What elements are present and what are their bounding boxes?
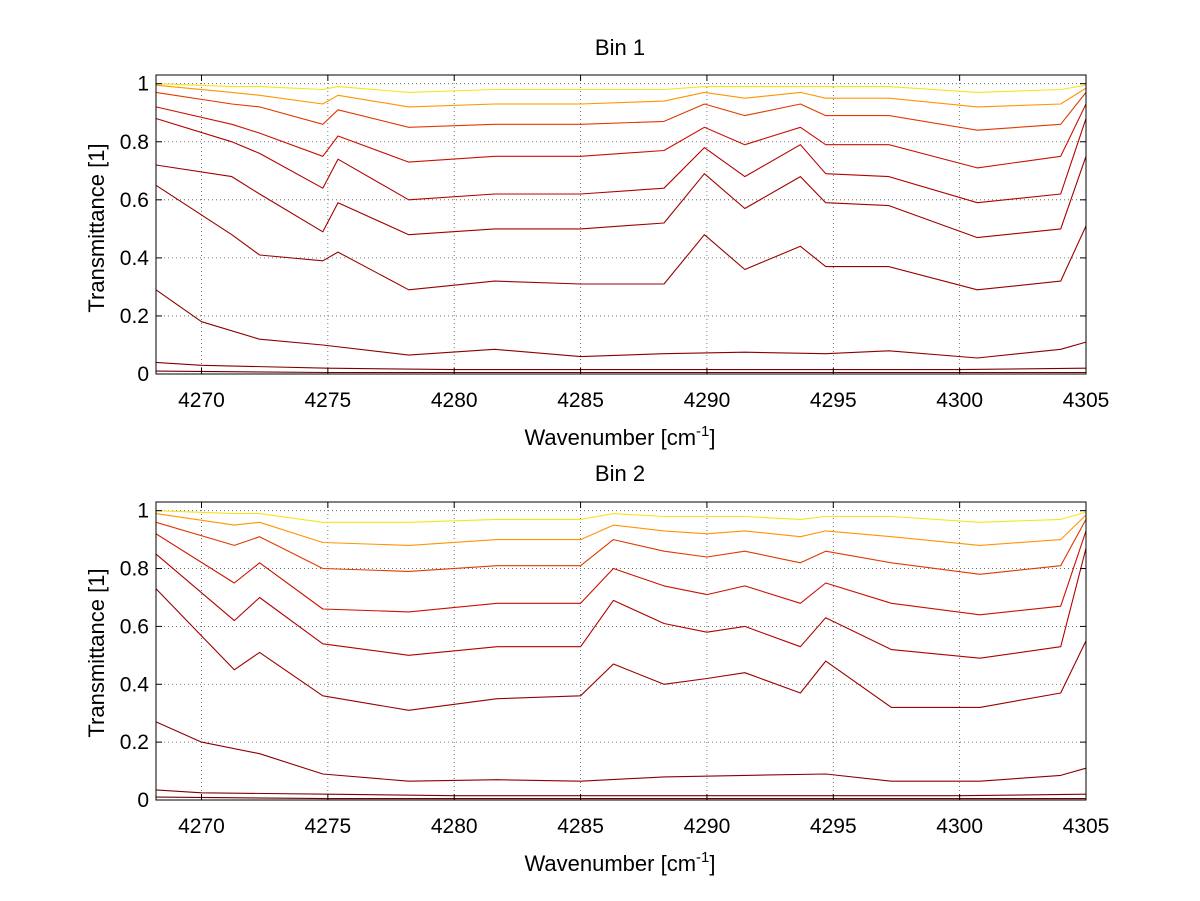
x-tick-label: 4270 — [178, 389, 225, 412]
plot-frame — [155, 501, 1087, 801]
x-tick-label: 4290 — [684, 389, 731, 412]
x-axis-label-close: ] — [709, 425, 715, 450]
series-line — [155, 530, 1087, 616]
x-tick-label: 4300 — [936, 815, 983, 838]
subplot-bin-1: Bin 1 Transmittance [1] Wavenumber [cm-1… — [84, 35, 1109, 450]
x-axis-label-superscript: -1 — [696, 423, 709, 440]
y-axis-label: Transmittance [1] — [84, 143, 109, 312]
series-line — [155, 548, 1087, 659]
axis-ticks: 4270 4275 4280 4285 4290 4295 4300 4305 0 0.2 0.4 0… — [120, 500, 1110, 838]
x-tick-label: 4300 — [936, 389, 983, 412]
y-tick-label: 0.2 — [120, 305, 149, 328]
x-tick-label: 4295 — [810, 389, 857, 412]
series-line — [155, 289, 1087, 359]
x-tick-label: 4285 — [557, 815, 604, 838]
series-line — [155, 83, 1087, 93]
y-tick-label: 0 — [137, 789, 149, 812]
y-tick-label: 0.4 — [120, 673, 150, 696]
y-tick-label: 0.6 — [120, 189, 149, 212]
series-line — [155, 588, 1087, 711]
x-tick-label: 4275 — [304, 815, 351, 838]
series-line — [155, 91, 1087, 131]
series-line — [155, 117, 1087, 204]
x-tick-label: 4280 — [431, 389, 478, 412]
plot-frame — [155, 74, 1087, 375]
x-tick-label: 4270 — [178, 815, 225, 838]
x-axis-label: Wavenumber [cm-1] — [524, 849, 715, 876]
y-tick-label: 1 — [137, 73, 149, 96]
x-tick-label: 4275 — [304, 389, 351, 412]
y-tick-label: 0.2 — [120, 731, 149, 754]
x-axis-label-superscript: -1 — [696, 849, 709, 866]
series-line — [155, 184, 1087, 291]
subplot-bin-2: Bin 2 Transmittance [1] Wavenumber [cm-1… — [84, 461, 1109, 876]
x-axis-label: Wavenumber [cm-1] — [524, 423, 715, 450]
series-lines — [155, 510, 1087, 800]
x-axis-label-text: Wavenumber [cm — [524, 425, 696, 450]
series-line — [155, 103, 1087, 169]
x-axis-label-close: ] — [709, 851, 715, 876]
x-tick-label: 4285 — [557, 389, 604, 412]
series-line — [155, 510, 1087, 523]
series-line — [155, 156, 1087, 239]
x-tick-label: 4295 — [810, 815, 857, 838]
x-axis-label-text: Wavenumber [cm — [524, 851, 696, 876]
x-tick-label: 4290 — [684, 815, 731, 838]
y-tick-label: 0 — [137, 363, 149, 386]
y-tick-label: 0.4 — [120, 247, 150, 270]
y-tick-label: 1 — [137, 500, 149, 523]
series-line — [155, 84, 1087, 108]
series-line — [155, 721, 1087, 782]
series-line — [155, 519, 1087, 575]
x-tick-label: 4305 — [1063, 389, 1110, 412]
axis-ticks: 4270 4275 4280 4285 4290 4295 4300 4305 0 0.2 0.4 0… — [120, 73, 1110, 412]
chart-title: Bin 1 — [595, 35, 645, 60]
y-tick-label: 0.8 — [120, 558, 149, 581]
x-tick-label: 4280 — [431, 815, 478, 838]
chart-title: Bin 2 — [595, 461, 645, 486]
y-tick-label: 0.6 — [120, 615, 149, 638]
series-line — [155, 513, 1087, 546]
y-axis-label: Transmittance [1] — [84, 568, 109, 737]
y-tick-label: 0.8 — [120, 131, 149, 154]
x-tick-label: 4305 — [1063, 815, 1110, 838]
